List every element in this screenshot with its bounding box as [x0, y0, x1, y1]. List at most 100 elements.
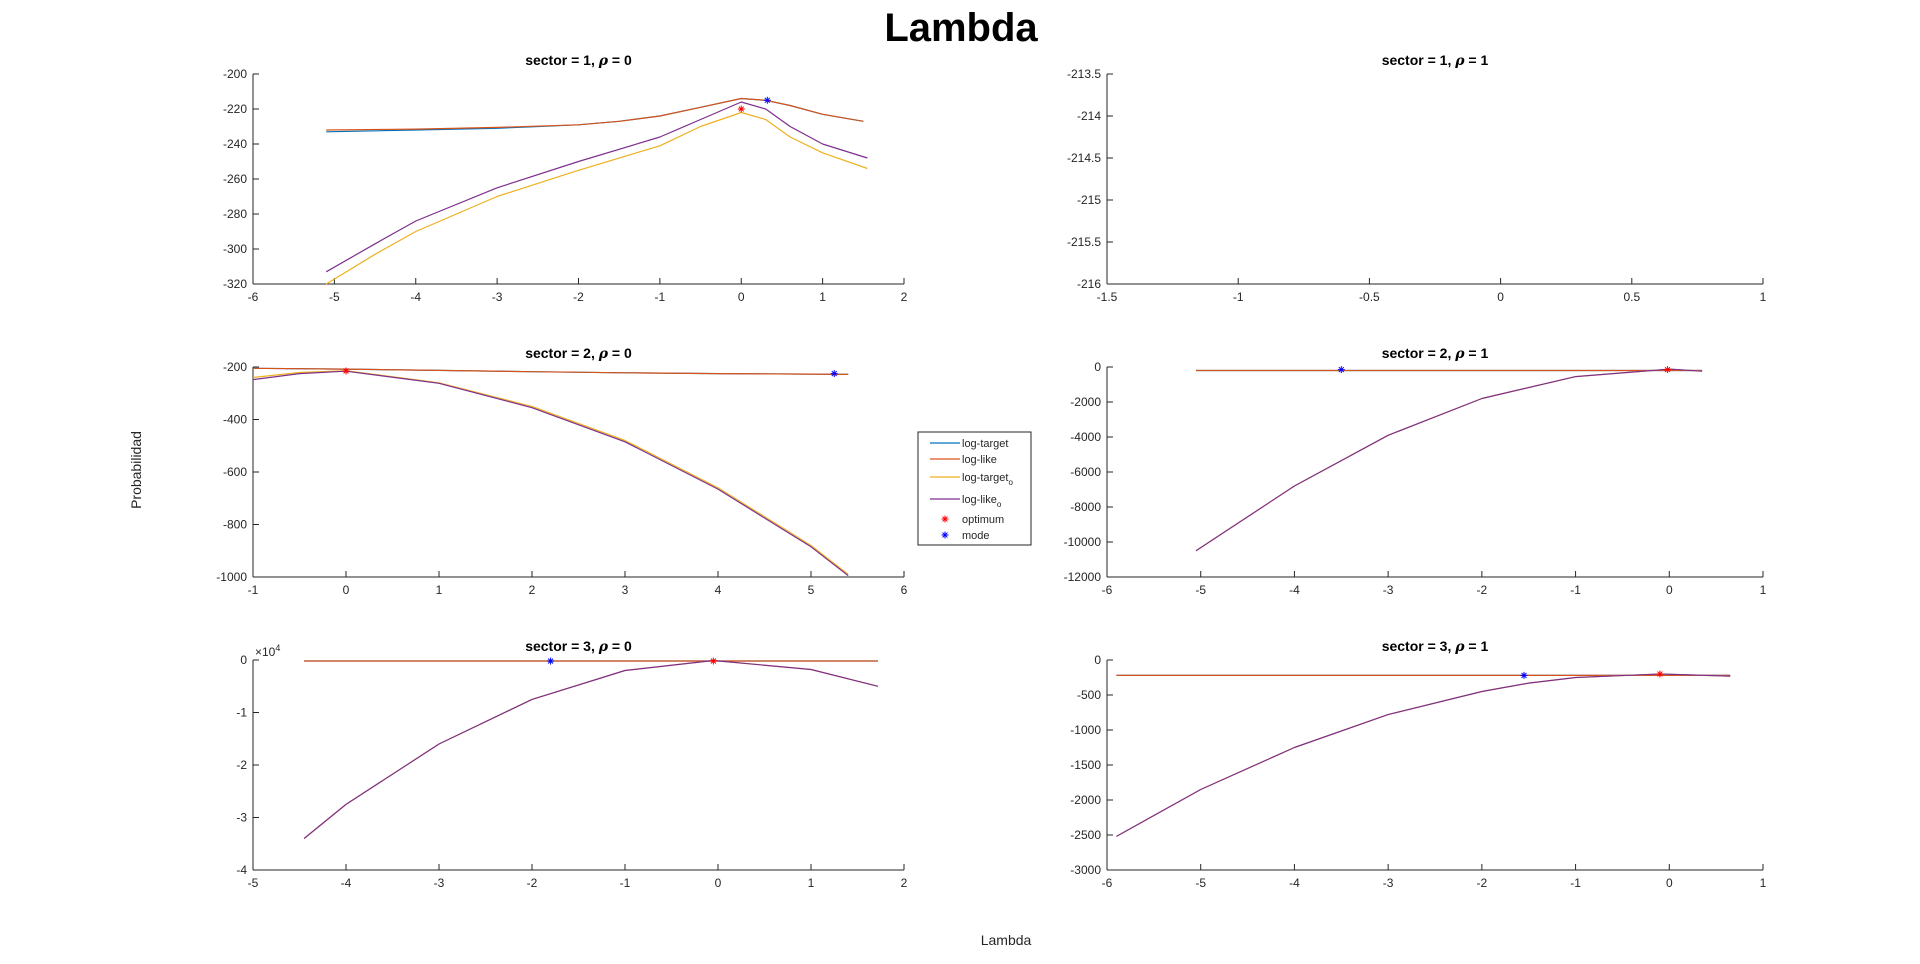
x-tick-label: -4 — [1289, 876, 1300, 890]
x-tick-label: 4 — [715, 583, 722, 597]
x-tick-label: -6 — [1102, 876, 1113, 890]
x-tick-label: 0 — [343, 583, 350, 597]
x-tick-label: -2 — [573, 290, 584, 304]
legend-item: log-like — [930, 454, 997, 466]
subplot-title: sector = 3, ρ = 1 — [1382, 638, 1489, 655]
y-tick-label: -260 — [223, 172, 247, 186]
figure-title: Lambda — [884, 6, 1038, 50]
subplots: sector = 1, ρ = 0-6 -5 -4 -3 -2 -1 0 1 2-320-300… — [216, 52, 1766, 890]
legend-label: log-like — [962, 454, 997, 466]
x-tick-label: 1 — [1760, 290, 1767, 304]
x-tick-label: 1 — [1760, 876, 1767, 890]
y-tick-label: -214 — [1077, 109, 1101, 123]
series-line-log-like_o — [1195, 368, 1703, 552]
subplot-5: sector = 3, ρ = 0-5 -4 -3 -2 -1 0 1 2-4-3-2-10×… — [236, 638, 907, 890]
legend-label: mode — [962, 530, 990, 542]
x-tick-label: 1 — [808, 876, 815, 890]
y-tick-label: -6000 — [1070, 465, 1101, 479]
y-tick-label: -215.5 — [1067, 235, 1101, 249]
x-tick-label: 5 — [808, 583, 815, 597]
x-tick-label: 0.5 — [1623, 290, 1640, 304]
y-tick-label: -220 — [223, 102, 247, 116]
subplot-title: sector = 1, ρ = 0 — [525, 52, 632, 69]
x-tick-label: -5 — [329, 290, 340, 304]
x-tick-label: -2 — [1477, 583, 1488, 597]
x-tick-label: -3 — [1383, 583, 1394, 597]
legend-item: log-targeto — [930, 472, 1013, 487]
y-tick-label: -215 — [1077, 193, 1101, 207]
subplot-4: sector = 2, ρ = 1 -6 -5 -4 -3 -2 -1 0 1 -12000 -10… — [1064, 345, 1767, 597]
x-tick-label: 1 — [1760, 583, 1767, 597]
subplot-title: sector = 3, ρ = 0 — [525, 638, 632, 655]
y-tick-label: -3000 — [1070, 863, 1101, 877]
mode-marker — [830, 370, 838, 378]
series-line-log-target_o — [252, 370, 849, 575]
mode-marker — [763, 96, 771, 104]
y-tick-label: -216 — [1077, 277, 1101, 291]
legend-item: optimum — [941, 514, 1004, 526]
x-tick-label: 2 — [901, 876, 908, 890]
x-tick-label: -2 — [1477, 876, 1488, 890]
x-tick-label: -5 — [248, 876, 259, 890]
y-tick-label: -500 — [1077, 688, 1101, 702]
subplot-title: sector = 1, ρ = 1 — [1382, 52, 1489, 69]
y-tick-label: -200 — [223, 67, 247, 81]
y-tick-label: -213.5 — [1067, 67, 1101, 81]
optimum-marker — [709, 657, 717, 665]
y-tick-label: -8000 — [1070, 500, 1101, 514]
y-tick-label: -3 — [236, 811, 247, 825]
series-line-log-like_o — [325, 101, 868, 273]
y-tick-label: -600 — [223, 465, 247, 479]
subplot-6: sector = 3, ρ = 1 -6 -5 -4 -3 -2 -1 0 1 -3000 -250… — [1070, 638, 1766, 890]
y-tick-label: -1000 — [216, 570, 247, 584]
x-tick-label: -3 — [492, 290, 503, 304]
y-tick-label: -2500 — [1070, 828, 1101, 842]
y-tick-label: -2 — [236, 758, 247, 772]
y-tick-label: -12000 — [1064, 570, 1102, 584]
legend-item: mode — [941, 530, 990, 542]
x-tick-label: 2 — [901, 290, 908, 304]
series-line-log-like_o — [252, 370, 849, 577]
x-tick-label: 6 — [901, 583, 908, 597]
x-tick-label: -6 — [1102, 583, 1113, 597]
legend-label: log-targeto — [962, 472, 1013, 487]
y-tick-label: -300 — [223, 242, 247, 256]
series-line-log-like — [326, 97, 864, 131]
mode-marker — [1520, 671, 1528, 679]
optimum-marker — [1656, 670, 1664, 678]
x-tick-label: -2 — [527, 876, 538, 890]
series-line-log-target_o — [1195, 368, 1703, 552]
series-line-log-target_o — [325, 111, 868, 285]
legend-label: log-likeo — [962, 494, 1002, 509]
y-tick-label: -400 — [223, 413, 247, 427]
legend-star-icon — [941, 515, 949, 523]
x-tick-label: -1 — [620, 876, 631, 890]
y-tick-label: -800 — [223, 518, 247, 532]
x-tick-label: -1 — [655, 290, 666, 304]
x-tick-label: 2 — [529, 583, 536, 597]
y-tick-label: -240 — [223, 137, 247, 151]
legend: log-target log-like log-targeto log-likeo op… — [917, 431, 1032, 546]
optimum-marker — [1663, 366, 1671, 374]
x-tick-label: 1 — [819, 290, 826, 304]
x-axis-label: Lambda — [981, 932, 1032, 948]
y-tick-label: 0 — [240, 653, 247, 667]
subplot-title: sector = 2, ρ = 1 — [1382, 345, 1489, 362]
subplot-2: sector = 1, ρ = 1 -1.5 -1 -0.5 0 0.5 1 -216 -215… — [1067, 52, 1767, 304]
x-tick-label: -6 — [248, 290, 259, 304]
x-tick-label: -5 — [1195, 876, 1206, 890]
x-tick-label: 0 — [715, 876, 722, 890]
series-line-log-like — [252, 367, 849, 375]
x-tick-label: -5 — [1195, 583, 1206, 597]
x-tick-label: 0 — [738, 290, 745, 304]
x-tick-label: -1.5 — [1097, 290, 1118, 304]
series-line-log-like_o — [1116, 673, 1731, 837]
subplot-3: sector = 2, ρ = 0 -1 0 1 2 3 4 5 6 -1000 -800 -600 -… — [216, 345, 907, 597]
x-tick-label: -3 — [1383, 876, 1394, 890]
x-tick-label: -3 — [434, 876, 445, 890]
y-tick-label: -1500 — [1070, 758, 1101, 772]
y-tick-label: -2000 — [1070, 395, 1101, 409]
y-tick-label: -1000 — [1070, 723, 1101, 737]
x-tick-label: -4 — [341, 876, 352, 890]
